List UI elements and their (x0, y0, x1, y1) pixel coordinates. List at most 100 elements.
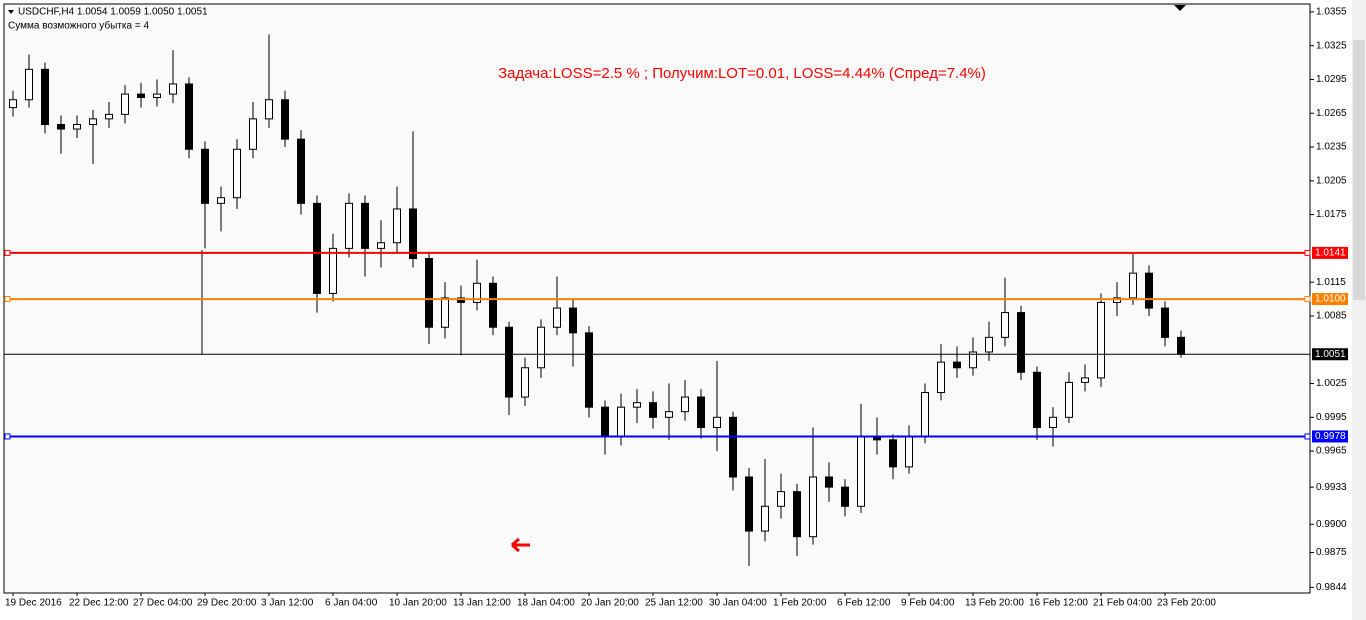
candle-body (617, 406, 625, 437)
candle-body (697, 396, 705, 428)
shift-marker[interactable] (1174, 5, 1186, 11)
candle-body (537, 326, 545, 369)
candle-body (201, 148, 209, 204)
y-tick-label: 0.9844 (1316, 582, 1347, 593)
level-handle (4, 296, 11, 303)
candle-body (713, 416, 721, 428)
candle-body (457, 297, 465, 303)
y-tick-label: 1.0295 (1316, 74, 1347, 85)
level-handle (4, 249, 11, 256)
y-tick-label: 1.0115 (1316, 277, 1346, 288)
candle-body (969, 351, 977, 369)
annotation: Задача:LOSS=2.5 % ; Получим:LOT=0.01, LO… (498, 65, 986, 82)
candle-body (841, 486, 849, 507)
x-tick-label: 1 Feb 20:00 (773, 598, 827, 609)
x-tick-label: 13 Feb 20:00 (965, 598, 1024, 609)
candle-body (473, 282, 481, 303)
candle-body (633, 402, 641, 408)
candle-body (281, 99, 289, 140)
level-handle (1304, 249, 1311, 256)
arrow-object (511, 537, 530, 553)
candle-body (393, 208, 401, 244)
y-tick-label: 0.9933 (1316, 482, 1347, 493)
y-tick-label: 0.9900 (1316, 519, 1347, 530)
x-tick-label: 22 Dec 12:00 (69, 598, 129, 609)
candle-body (233, 148, 241, 199)
x-tick-label: 9 Feb 04:00 (901, 598, 955, 609)
candle-body (89, 118, 97, 126)
candle-body (569, 307, 577, 334)
y-tick-label: 0.9965 (1316, 446, 1347, 457)
y-tick-label: 1.0235 (1316, 142, 1347, 153)
candle-body (1081, 377, 1089, 383)
candle-body (121, 93, 129, 115)
candle-body (345, 202, 353, 249)
candle-body (41, 68, 49, 126)
candle-body (185, 83, 193, 150)
candle-body (409, 208, 417, 260)
x-tick-label: 6 Jan 04:00 (325, 598, 378, 609)
menu-arrow[interactable] (8, 10, 14, 14)
candle-body (377, 242, 385, 249)
candle-body (601, 406, 609, 437)
x-tick-label: 3 Jan 12:00 (261, 598, 314, 609)
candle-body (905, 435, 913, 468)
x-tick-label: 23 Feb 20:00 (1157, 598, 1216, 609)
indicator-text: Сумма возможного убытка = 4 (8, 20, 149, 32)
x-tick-label: 25 Jan 12:00 (645, 598, 703, 609)
x-tick-label: 13 Jan 12:00 (453, 598, 511, 609)
candle-body (441, 297, 449, 328)
x-tick-label: 18 Jan 04:00 (517, 598, 575, 609)
level-handle (1304, 296, 1311, 303)
level-handle (1304, 433, 1311, 440)
chart-title: USDCHF,H4 1.0054 1.0059 1.0050 1.0051 (18, 7, 208, 18)
y-tick-label: 1.0355 (1316, 7, 1347, 18)
candle-body (761, 505, 769, 532)
candle-body (1017, 312, 1025, 373)
candle-body (169, 83, 177, 95)
candle-body (825, 476, 833, 488)
candle-body (521, 367, 529, 398)
candle-body (489, 282, 497, 328)
candle-body (1113, 297, 1121, 303)
candle-body (681, 396, 689, 413)
candle-body (313, 202, 321, 294)
candle-body (745, 476, 753, 532)
candle-body (505, 326, 513, 398)
candle-body (857, 435, 865, 507)
candle-body (137, 93, 145, 98)
x-tick-label: 27 Dec 04:00 (133, 598, 193, 609)
candle-body (665, 411, 673, 418)
y-tick-label: 1.0205 (1316, 175, 1347, 186)
candle-body (329, 247, 337, 294)
y-tick-label: 1.0325 (1316, 40, 1347, 51)
x-tick-label: 19 Dec 2016 (5, 598, 62, 609)
candle-body (217, 197, 225, 204)
candle-body (1097, 301, 1105, 379)
candle-body (889, 439, 897, 468)
level-label-box (1312, 293, 1348, 306)
x-tick-label: 20 Jan 20:00 (581, 598, 639, 609)
candle-body (361, 202, 369, 249)
candle-body (105, 113, 113, 120)
candle-body (729, 416, 737, 478)
y-tick-label: 0.9875 (1316, 547, 1347, 558)
candle-body (777, 491, 785, 507)
candle-body (793, 491, 801, 538)
candle-body (553, 307, 561, 328)
candles (9, 34, 1185, 566)
level-label: 1.0051 (1315, 349, 1346, 360)
candle-body (25, 68, 33, 101)
candle-body (57, 124, 65, 130)
candle-body (1145, 272, 1153, 309)
x-tick-label: 29 Dec 20:00 (197, 598, 257, 609)
scrollbar-thumb[interactable] (1353, 40, 1365, 300)
candle-body (265, 99, 273, 120)
candle-body (9, 99, 17, 109)
y-tick-label: 1.0175 (1316, 209, 1347, 220)
candle-body (1161, 307, 1169, 338)
x-tick-label: 10 Jan 20:00 (389, 598, 447, 609)
y-tick-label: 1.0085 (1316, 311, 1347, 322)
candle-body (585, 332, 593, 408)
